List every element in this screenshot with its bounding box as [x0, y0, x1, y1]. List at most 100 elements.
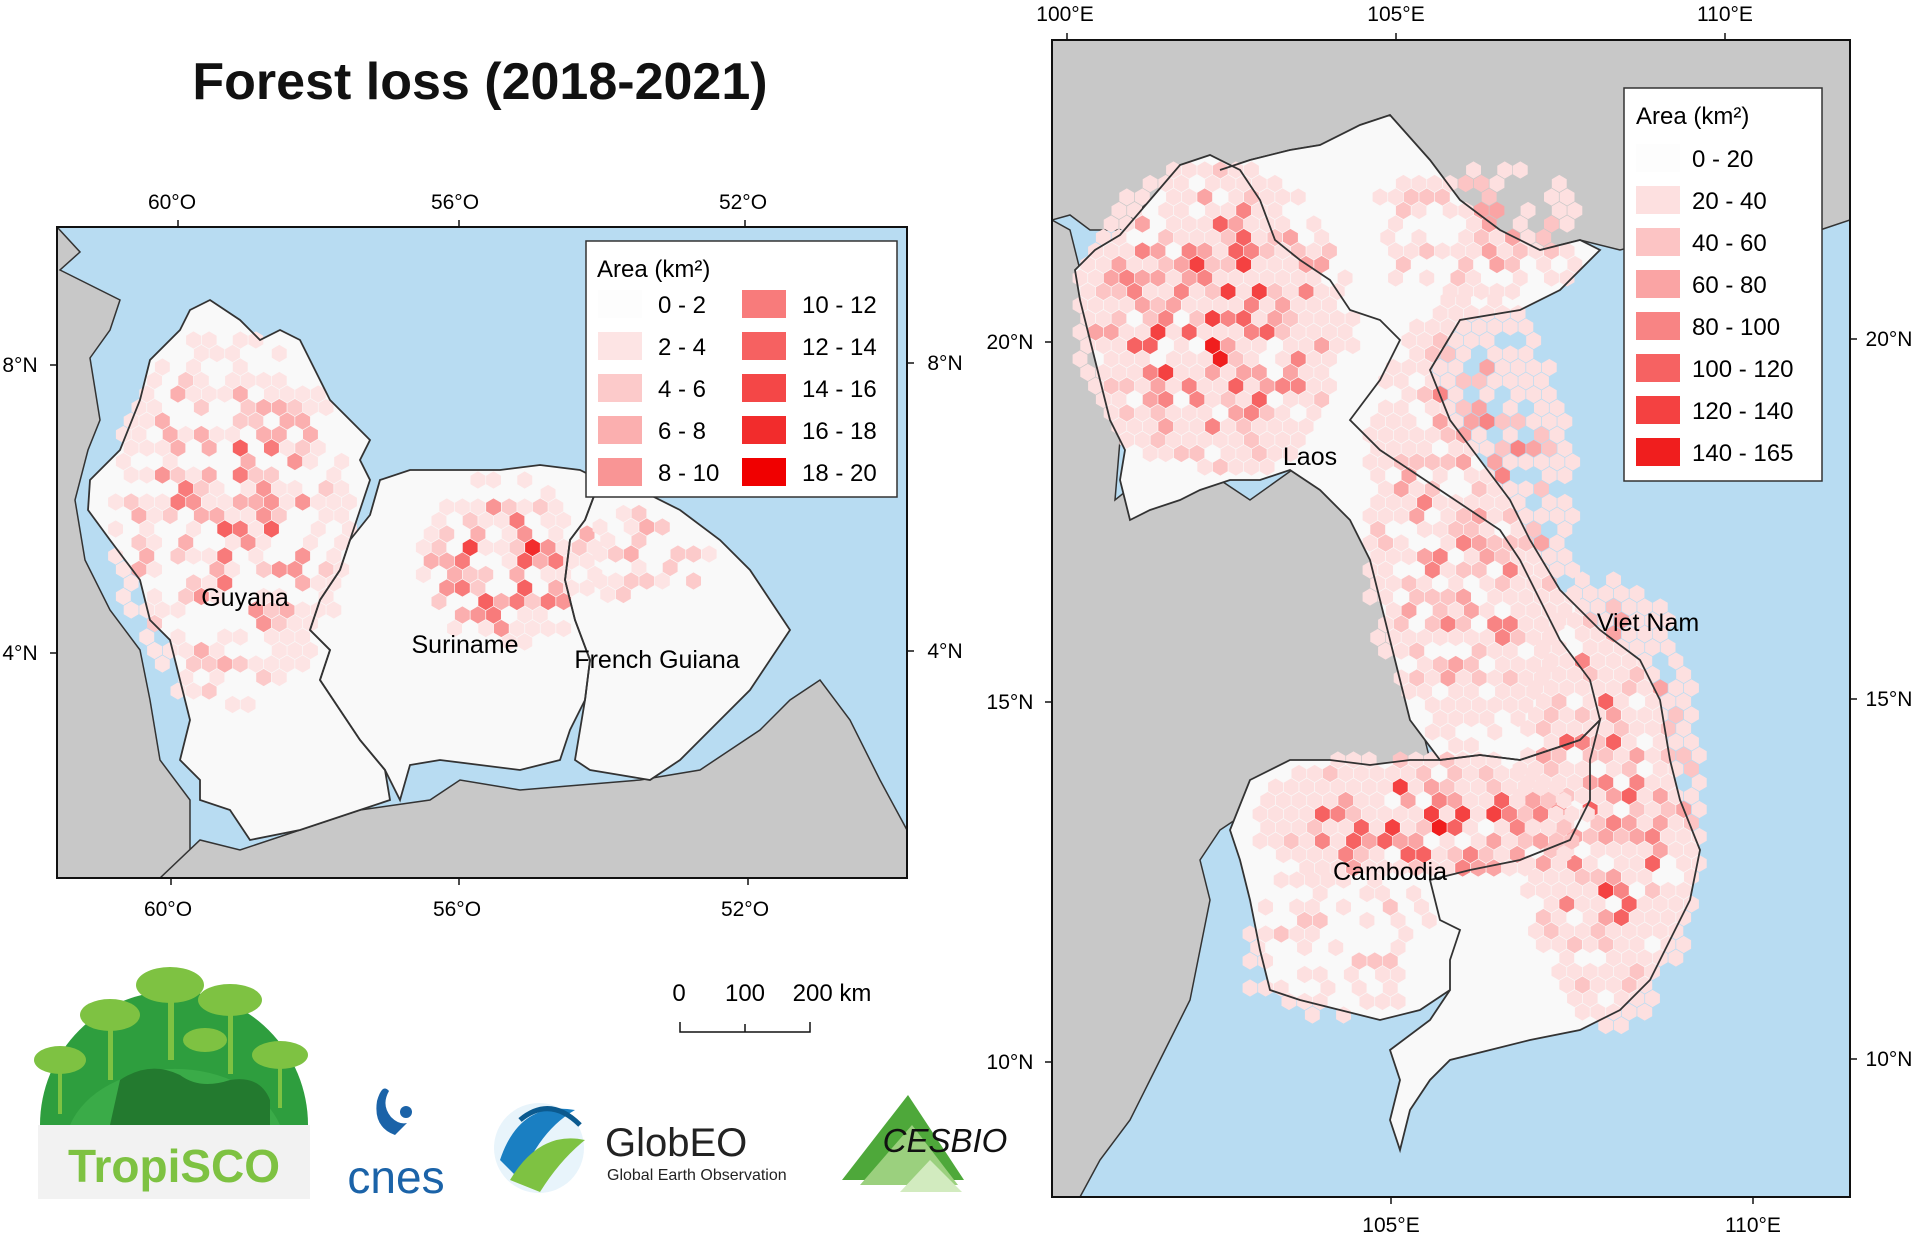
loss-hex-cell	[1439, 778, 1455, 796]
loss-hex-cell	[1582, 962, 1598, 981]
loss-hex-cell	[1541, 466, 1557, 485]
loss-hex-cell	[1385, 439, 1401, 458]
loss-hex-cell	[240, 479, 256, 498]
loss-hex-cell	[1456, 615, 1471, 633]
loss-hex-cell	[509, 511, 525, 530]
loss-hex-cell	[1590, 841, 1606, 859]
loss-hex-cell	[1353, 764, 1369, 783]
loss-hex-cell	[178, 641, 194, 660]
loss-hex-cell	[271, 344, 287, 363]
loss-hex-cell	[1385, 358, 1401, 377]
loss-hex-cell	[1473, 201, 1489, 220]
legend-label: 40 - 60	[1692, 230, 1767, 257]
loss-hex-cell	[1551, 692, 1567, 711]
loss-hex-cell	[1582, 638, 1598, 657]
loss-hex-cell	[1548, 832, 1564, 850]
loss-hex-cell	[1676, 692, 1692, 711]
label-french-guiana: French Guiana	[574, 646, 739, 674]
loss-hex-cell	[1401, 601, 1417, 620]
loss-hex-cell	[201, 493, 217, 511]
loss-hex-cell	[1275, 242, 1291, 260]
loss-hex-cell	[1298, 336, 1314, 355]
loss-hex-cell	[1382, 898, 1398, 916]
loss-hex-cell	[1574, 733, 1590, 751]
loss-hex-cell	[264, 493, 279, 511]
loss-hex-cell	[501, 498, 517, 516]
loss-hex-cell	[1166, 323, 1181, 341]
loss-hex-cell	[1369, 818, 1385, 837]
loss-hex-cell	[1557, 520, 1573, 539]
loss-hex-cell	[170, 547, 186, 565]
loss-hex-cell	[1392, 832, 1408, 850]
loss-hex-cell	[1431, 791, 1447, 810]
loss-hex-cell	[1370, 466, 1386, 485]
loss-hex-cell	[1637, 949, 1653, 967]
loss-hex-cell	[1220, 309, 1236, 328]
loss-hex-cell	[1424, 805, 1439, 823]
loss-hex-cell	[1526, 331, 1542, 350]
loss-hex-cell	[1173, 201, 1189, 220]
loss-hex-cell	[1411, 201, 1427, 220]
loss-hex-cell	[201, 682, 217, 700]
loss-hex-cell	[1370, 493, 1386, 512]
loss-hex-cell	[154, 358, 170, 376]
loss-hex-cell	[1181, 431, 1197, 449]
loss-hex-cell	[1463, 845, 1478, 864]
loss-hex-cell	[318, 398, 334, 417]
loss-hex-cell	[1322, 845, 1338, 864]
lat-tick-right-4: 4°N	[927, 640, 962, 663]
loss-hex-cell	[1510, 709, 1526, 728]
loss-hex-cell	[1541, 493, 1557, 512]
loss-hex-cell	[1409, 507, 1425, 525]
loss-hex-cell	[1173, 417, 1189, 436]
loss-hex-cell	[1660, 692, 1676, 711]
loss-hex-cell	[1691, 773, 1707, 792]
lon-tick-bottom-56: 56°O	[433, 898, 481, 921]
legend-label: 18 - 20	[802, 460, 877, 487]
loss-hex-cell	[193, 641, 209, 660]
loss-hex-cell	[1440, 696, 1456, 714]
loss-hex-cell	[271, 560, 287, 579]
loss-hex-cell	[108, 493, 123, 511]
loss-hex-cell	[1668, 679, 1684, 697]
loss-hex-cell	[1072, 296, 1088, 314]
loss-hex-cell	[1559, 242, 1575, 260]
loss-hex-cell	[1400, 764, 1416, 783]
loss-hex-cell	[287, 641, 303, 660]
legend-label: 80 - 100	[1692, 314, 1780, 341]
loss-hex-cell	[1268, 778, 1283, 796]
loss-hex-cell	[439, 498, 455, 516]
loss-hex-cell	[1598, 1016, 1614, 1035]
loss-hex-cell	[186, 331, 201, 349]
loss-hex-cell	[201, 655, 217, 673]
loss-hex-cell	[1424, 561, 1440, 579]
loss-hex-cell	[1417, 655, 1432, 674]
loss-hex-cell	[1312, 965, 1328, 984]
loss-hex-cell	[1424, 588, 1440, 606]
loss-hex-cell	[1470, 832, 1486, 850]
loss-hex-cell	[1660, 773, 1676, 792]
loss-hex-cell	[1518, 507, 1534, 525]
loss-hex-cell	[1220, 282, 1236, 301]
loss-hex-cell	[1424, 399, 1440, 417]
loss-hex-cell	[517, 633, 533, 651]
loss-hex-cell	[201, 439, 217, 457]
loss-hex-cell	[139, 412, 155, 430]
loss-hex-cell	[1668, 841, 1684, 859]
loss-hex-cell	[1564, 832, 1580, 850]
loss-hex-cell	[1574, 760, 1590, 778]
loss-hex-cell	[1212, 296, 1228, 314]
loss-hex-cell	[1590, 1003, 1606, 1021]
loss-hex-cell	[1440, 318, 1456, 336]
loss-hex-cell	[1598, 584, 1614, 603]
loss-hex-cell	[1111, 255, 1127, 274]
loss-hex-cell	[1378, 399, 1393, 417]
loss-hex-cell	[1419, 269, 1435, 287]
loss-hex-cell	[1471, 480, 1487, 498]
loss-hex-cell	[1471, 372, 1487, 390]
loss-hex-cell	[170, 628, 186, 646]
loss-hex-cell	[517, 579, 533, 597]
loss-hex-cell	[1440, 615, 1456, 633]
loss-hex-cell	[1290, 296, 1306, 314]
loss-hex-cell	[1486, 832, 1502, 850]
